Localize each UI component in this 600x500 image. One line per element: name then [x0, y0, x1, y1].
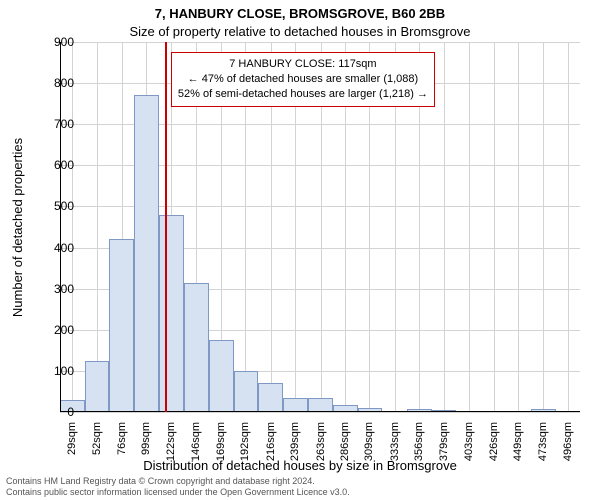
histogram-bar — [134, 95, 159, 412]
x-tick-label: 192sqm — [239, 422, 251, 482]
y-axis-line — [60, 42, 61, 412]
x-tick-label: 286sqm — [339, 422, 351, 482]
histogram-bar — [159, 215, 183, 412]
y-tick-label: 0 — [24, 405, 74, 419]
x-tick-label: 333sqm — [389, 422, 401, 482]
histogram-bar — [184, 283, 209, 413]
chart-title: Size of property relative to detached ho… — [0, 24, 600, 39]
histogram-bar — [283, 398, 308, 412]
x-tick-label: 239sqm — [289, 422, 301, 482]
x-tick-label: 76sqm — [116, 422, 128, 482]
footer-line2: Contains public sector information licen… — [6, 487, 350, 498]
property-marker-line — [165, 42, 167, 412]
y-tick-label: 900 — [24, 35, 74, 49]
x-tick-label: 379sqm — [438, 422, 450, 482]
x-tick-label: 263sqm — [315, 422, 327, 482]
histogram-bar — [234, 371, 258, 412]
annotation-line2: ← 47% of detached houses are smaller (1,… — [178, 72, 428, 87]
x-tick-label: 403sqm — [463, 422, 475, 482]
x-tick-label: 122sqm — [165, 422, 177, 482]
gridline-v — [568, 42, 569, 412]
gridline-h — [60, 412, 580, 413]
chart-container: 7, HANBURY CLOSE, BROMSGROVE, B60 2BB Si… — [0, 0, 600, 500]
annotation-line3: 52% of semi-detached houses are larger (… — [178, 87, 428, 102]
gridline-v — [469, 42, 470, 412]
gridline-v — [444, 42, 445, 412]
x-tick-label: 52sqm — [91, 422, 103, 482]
y-axis-label: Number of detached properties — [10, 42, 26, 412]
plot: 7 HANBURY CLOSE: 117sqm← 47% of detached… — [60, 42, 580, 412]
gridline-v — [97, 42, 98, 412]
histogram-bar — [209, 340, 234, 412]
gridline-v — [518, 42, 519, 412]
x-tick-label: 99sqm — [140, 422, 152, 482]
y-tick-label: 400 — [24, 241, 74, 255]
x-tick-label: 426sqm — [488, 422, 500, 482]
gridline-v — [543, 42, 544, 412]
x-tick-label: 29sqm — [66, 422, 78, 482]
x-tick-label: 356sqm — [413, 422, 425, 482]
gridline-v — [494, 42, 495, 412]
gridline-v — [72, 42, 73, 412]
y-tick-label: 300 — [24, 282, 74, 296]
y-tick-label: 500 — [24, 199, 74, 213]
address-title: 7, HANBURY CLOSE, BROMSGROVE, B60 2BB — [0, 6, 600, 21]
y-tick-label: 200 — [24, 323, 74, 337]
annotation-line1: 7 HANBURY CLOSE: 117sqm — [178, 57, 428, 72]
plot-area: 7 HANBURY CLOSE: 117sqm← 47% of detached… — [60, 42, 580, 412]
x-tick-label: 473sqm — [537, 422, 549, 482]
histogram-bar — [258, 383, 283, 412]
x-tick-label: 216sqm — [265, 422, 277, 482]
x-tick-label: 496sqm — [562, 422, 574, 482]
annotation-box: 7 HANBURY CLOSE: 117sqm← 47% of detached… — [171, 52, 435, 107]
y-tick-label: 700 — [24, 117, 74, 131]
histogram-bar — [308, 398, 333, 412]
x-tick-label: 449sqm — [512, 422, 524, 482]
x-tick-label: 169sqm — [215, 422, 227, 482]
x-axis-line — [60, 411, 580, 412]
x-tick-label: 146sqm — [190, 422, 202, 482]
y-tick-label: 800 — [24, 76, 74, 90]
x-tick-label: 309sqm — [363, 422, 375, 482]
histogram-bar — [85, 361, 109, 412]
y-tick-label: 600 — [24, 158, 74, 172]
histogram-bar — [109, 239, 134, 412]
y-tick-label: 100 — [24, 364, 74, 378]
